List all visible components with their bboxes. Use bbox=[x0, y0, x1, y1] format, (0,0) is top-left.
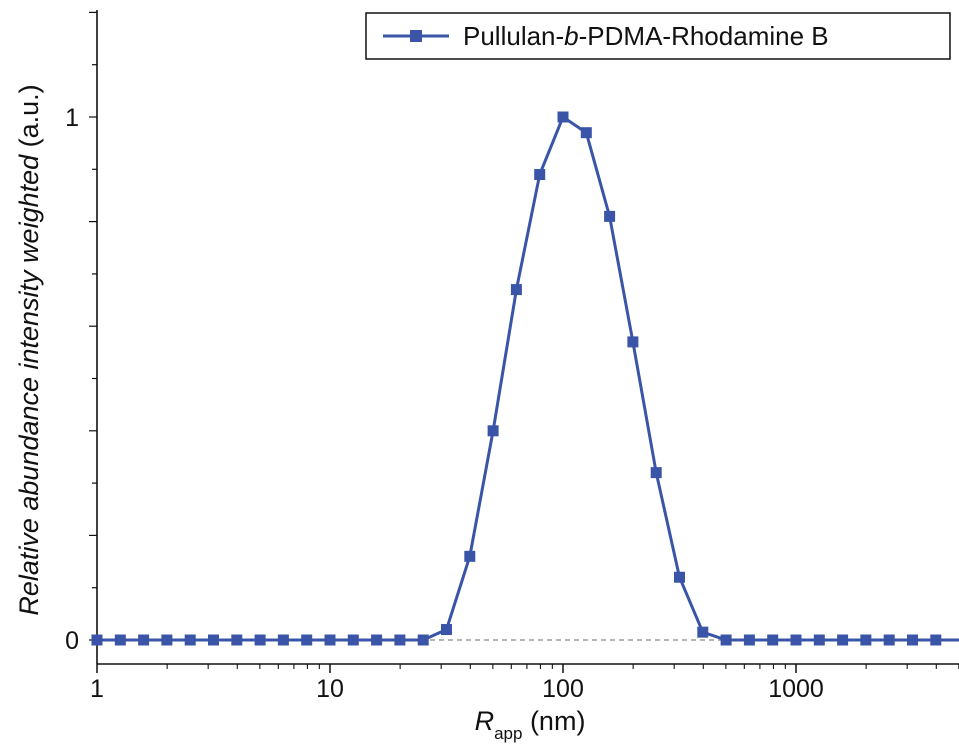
data-point bbox=[138, 634, 150, 646]
series-line bbox=[97, 115, 959, 642]
data-point bbox=[534, 169, 546, 181]
data-point bbox=[301, 634, 313, 646]
y-tick-label: 1 bbox=[65, 104, 79, 132]
data-point bbox=[720, 634, 732, 646]
x-tick-label: 100 bbox=[542, 675, 584, 703]
data-point bbox=[627, 336, 639, 348]
data-point bbox=[91, 634, 103, 646]
data-point bbox=[767, 634, 779, 646]
data-point bbox=[464, 550, 476, 562]
x-axis-label: Rapp (nm) bbox=[475, 706, 586, 743]
data-point bbox=[324, 634, 336, 646]
data-point bbox=[277, 634, 289, 646]
y-axis-label-unit: (a.u.) bbox=[14, 84, 44, 155]
data-point bbox=[604, 210, 616, 222]
data-point bbox=[743, 634, 755, 646]
data-point bbox=[371, 634, 383, 646]
legend-box bbox=[365, 12, 951, 60]
data-point bbox=[207, 634, 219, 646]
data-point bbox=[906, 634, 918, 646]
legend-label: Pullulan-b-PDMA-Rhodamine B bbox=[463, 21, 829, 51]
data-point bbox=[860, 634, 872, 646]
data-point bbox=[697, 626, 709, 638]
data-point bbox=[510, 284, 522, 296]
x-axis-label-subscript: app bbox=[494, 724, 522, 743]
data-point bbox=[394, 634, 406, 646]
y-axis-label: Relative abundance intensity weighted (a… bbox=[14, 84, 44, 615]
data-point bbox=[813, 634, 825, 646]
legend: Pullulan-b-PDMA-Rhodamine B bbox=[365, 12, 951, 60]
x-tick-label: 1000 bbox=[768, 675, 824, 703]
legend-label-part1: Pullulan- bbox=[463, 21, 564, 51]
x-tick-label: 10 bbox=[316, 675, 344, 703]
x-axis-label-main: R bbox=[475, 706, 495, 736]
x-tick-label: 1 bbox=[90, 675, 104, 703]
data-point bbox=[440, 624, 452, 636]
data-point bbox=[930, 634, 942, 646]
data-point bbox=[254, 634, 266, 646]
data-point bbox=[487, 425, 499, 437]
data-point bbox=[650, 467, 662, 479]
y-tick-label: 0 bbox=[65, 627, 79, 655]
data-point bbox=[347, 634, 359, 646]
data-point bbox=[837, 634, 849, 646]
x-axis-label-unit: (nm) bbox=[522, 706, 585, 736]
data-point bbox=[184, 634, 196, 646]
data-point bbox=[883, 634, 895, 646]
y-axis-label-main: Relative abundance intensity weighted bbox=[14, 154, 44, 616]
legend-marker bbox=[410, 30, 422, 42]
data-point bbox=[231, 634, 243, 646]
data-point bbox=[580, 127, 592, 139]
data-point bbox=[114, 634, 126, 646]
data-point bbox=[557, 111, 569, 123]
data-point bbox=[673, 571, 685, 583]
data-point bbox=[161, 634, 173, 646]
data-point bbox=[417, 634, 429, 646]
legend-label-italic: b bbox=[564, 21, 578, 51]
legend-label-part2: -PDMA-Rhodamine B bbox=[579, 21, 829, 51]
data-point bbox=[790, 634, 802, 646]
